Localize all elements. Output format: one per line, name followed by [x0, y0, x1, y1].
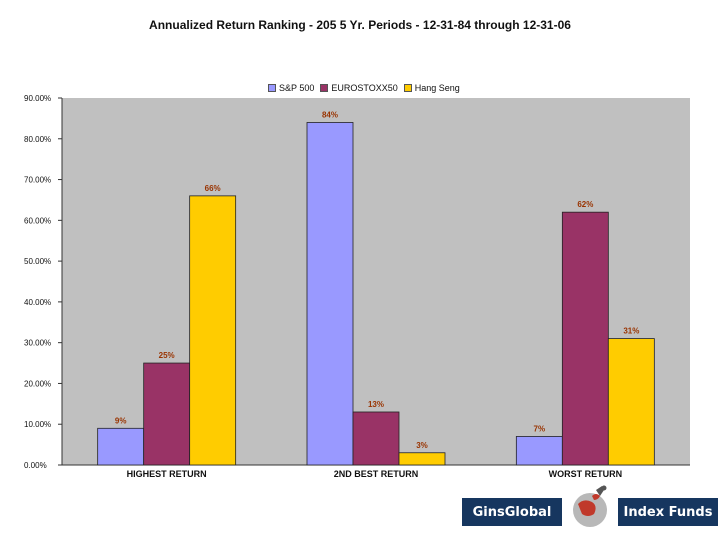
legend-swatch-hang-seng	[403, 84, 412, 92]
bar-eurostoxx50-2nd-best-return	[352, 411, 400, 466]
y-tick-label: 70.00%	[24, 176, 51, 185]
legend-swatch-sp500	[268, 84, 276, 92]
x-category-label: 2ND BEST RETURN	[334, 469, 419, 479]
logo-left-text: GinsGlobal	[462, 498, 562, 526]
y-tick-label: 90.00%	[24, 94, 51, 103]
bar-hang-seng-2nd-best-return	[398, 452, 446, 466]
data-label-eurostoxx50-worst-return: 62%	[577, 200, 593, 209]
y-tick-label: 30.00%	[24, 339, 51, 348]
legend-item-sp500: S&P 500	[268, 83, 314, 93]
data-label-s-p-500-2nd-best-return: 84%	[322, 110, 338, 119]
y-tick-label: 0.00%	[24, 461, 47, 470]
bar-s-p-500-2nd-best-return	[306, 122, 354, 466]
legend-swatch-eurostoxx50	[320, 84, 329, 92]
bar-hang-seng-highest-return	[189, 195, 237, 466]
bar-s-p-500-highest-return	[97, 427, 145, 466]
data-label-hang-seng-highest-return: 66%	[205, 184, 221, 193]
bar-s-p-500-worst-return	[515, 436, 563, 466]
data-label-s-p-500-highest-return: 9%	[115, 416, 127, 425]
y-tick-label: 50.00%	[24, 257, 51, 266]
x-category-label: WORST RETURN	[549, 469, 623, 479]
globe-with-figure-icon	[573, 485, 607, 527]
y-tick-label: 10.00%	[24, 420, 51, 429]
legend-item-eurostoxx50: EUROSTOXX50	[320, 83, 398, 93]
data-label-eurostoxx50-highest-return: 25%	[159, 351, 175, 360]
bar-eurostoxx50-worst-return	[561, 211, 609, 466]
data-label-hang-seng-2nd-best-return: 3%	[416, 441, 428, 450]
legend-item-hang-seng: Hang Seng	[403, 83, 460, 93]
legend-label-eurostoxx50: EUROSTOXX50	[331, 83, 398, 93]
chart-legend: S&P 500 EUROSTOXX50 Hang Seng	[268, 81, 466, 95]
ginsglobal-logo: GinsGlobal Index Funds	[462, 485, 718, 527]
y-tick-label: 80.00%	[24, 135, 51, 144]
data-label-s-p-500-worst-return: 7%	[534, 424, 546, 433]
y-tick-label: 40.00%	[24, 298, 51, 307]
logo-right-text: Index Funds	[618, 498, 718, 526]
chart-title: Annualized Return Ranking - 205 5 Yr. Pe…	[149, 18, 571, 32]
x-category-label: HIGHEST RETURN	[127, 469, 207, 479]
legend-label-hang-seng: Hang Seng	[414, 83, 460, 93]
y-tick-label: 60.00%	[24, 216, 51, 225]
bar-hang-seng-worst-return	[607, 338, 655, 466]
data-label-hang-seng-worst-return: 31%	[623, 327, 639, 336]
legend-label-sp500: S&P 500	[279, 83, 315, 93]
data-label-eurostoxx50-2nd-best-return: 13%	[368, 400, 384, 409]
y-tick-label: 20.00%	[24, 379, 51, 388]
bar-eurostoxx50-highest-return	[143, 362, 191, 466]
